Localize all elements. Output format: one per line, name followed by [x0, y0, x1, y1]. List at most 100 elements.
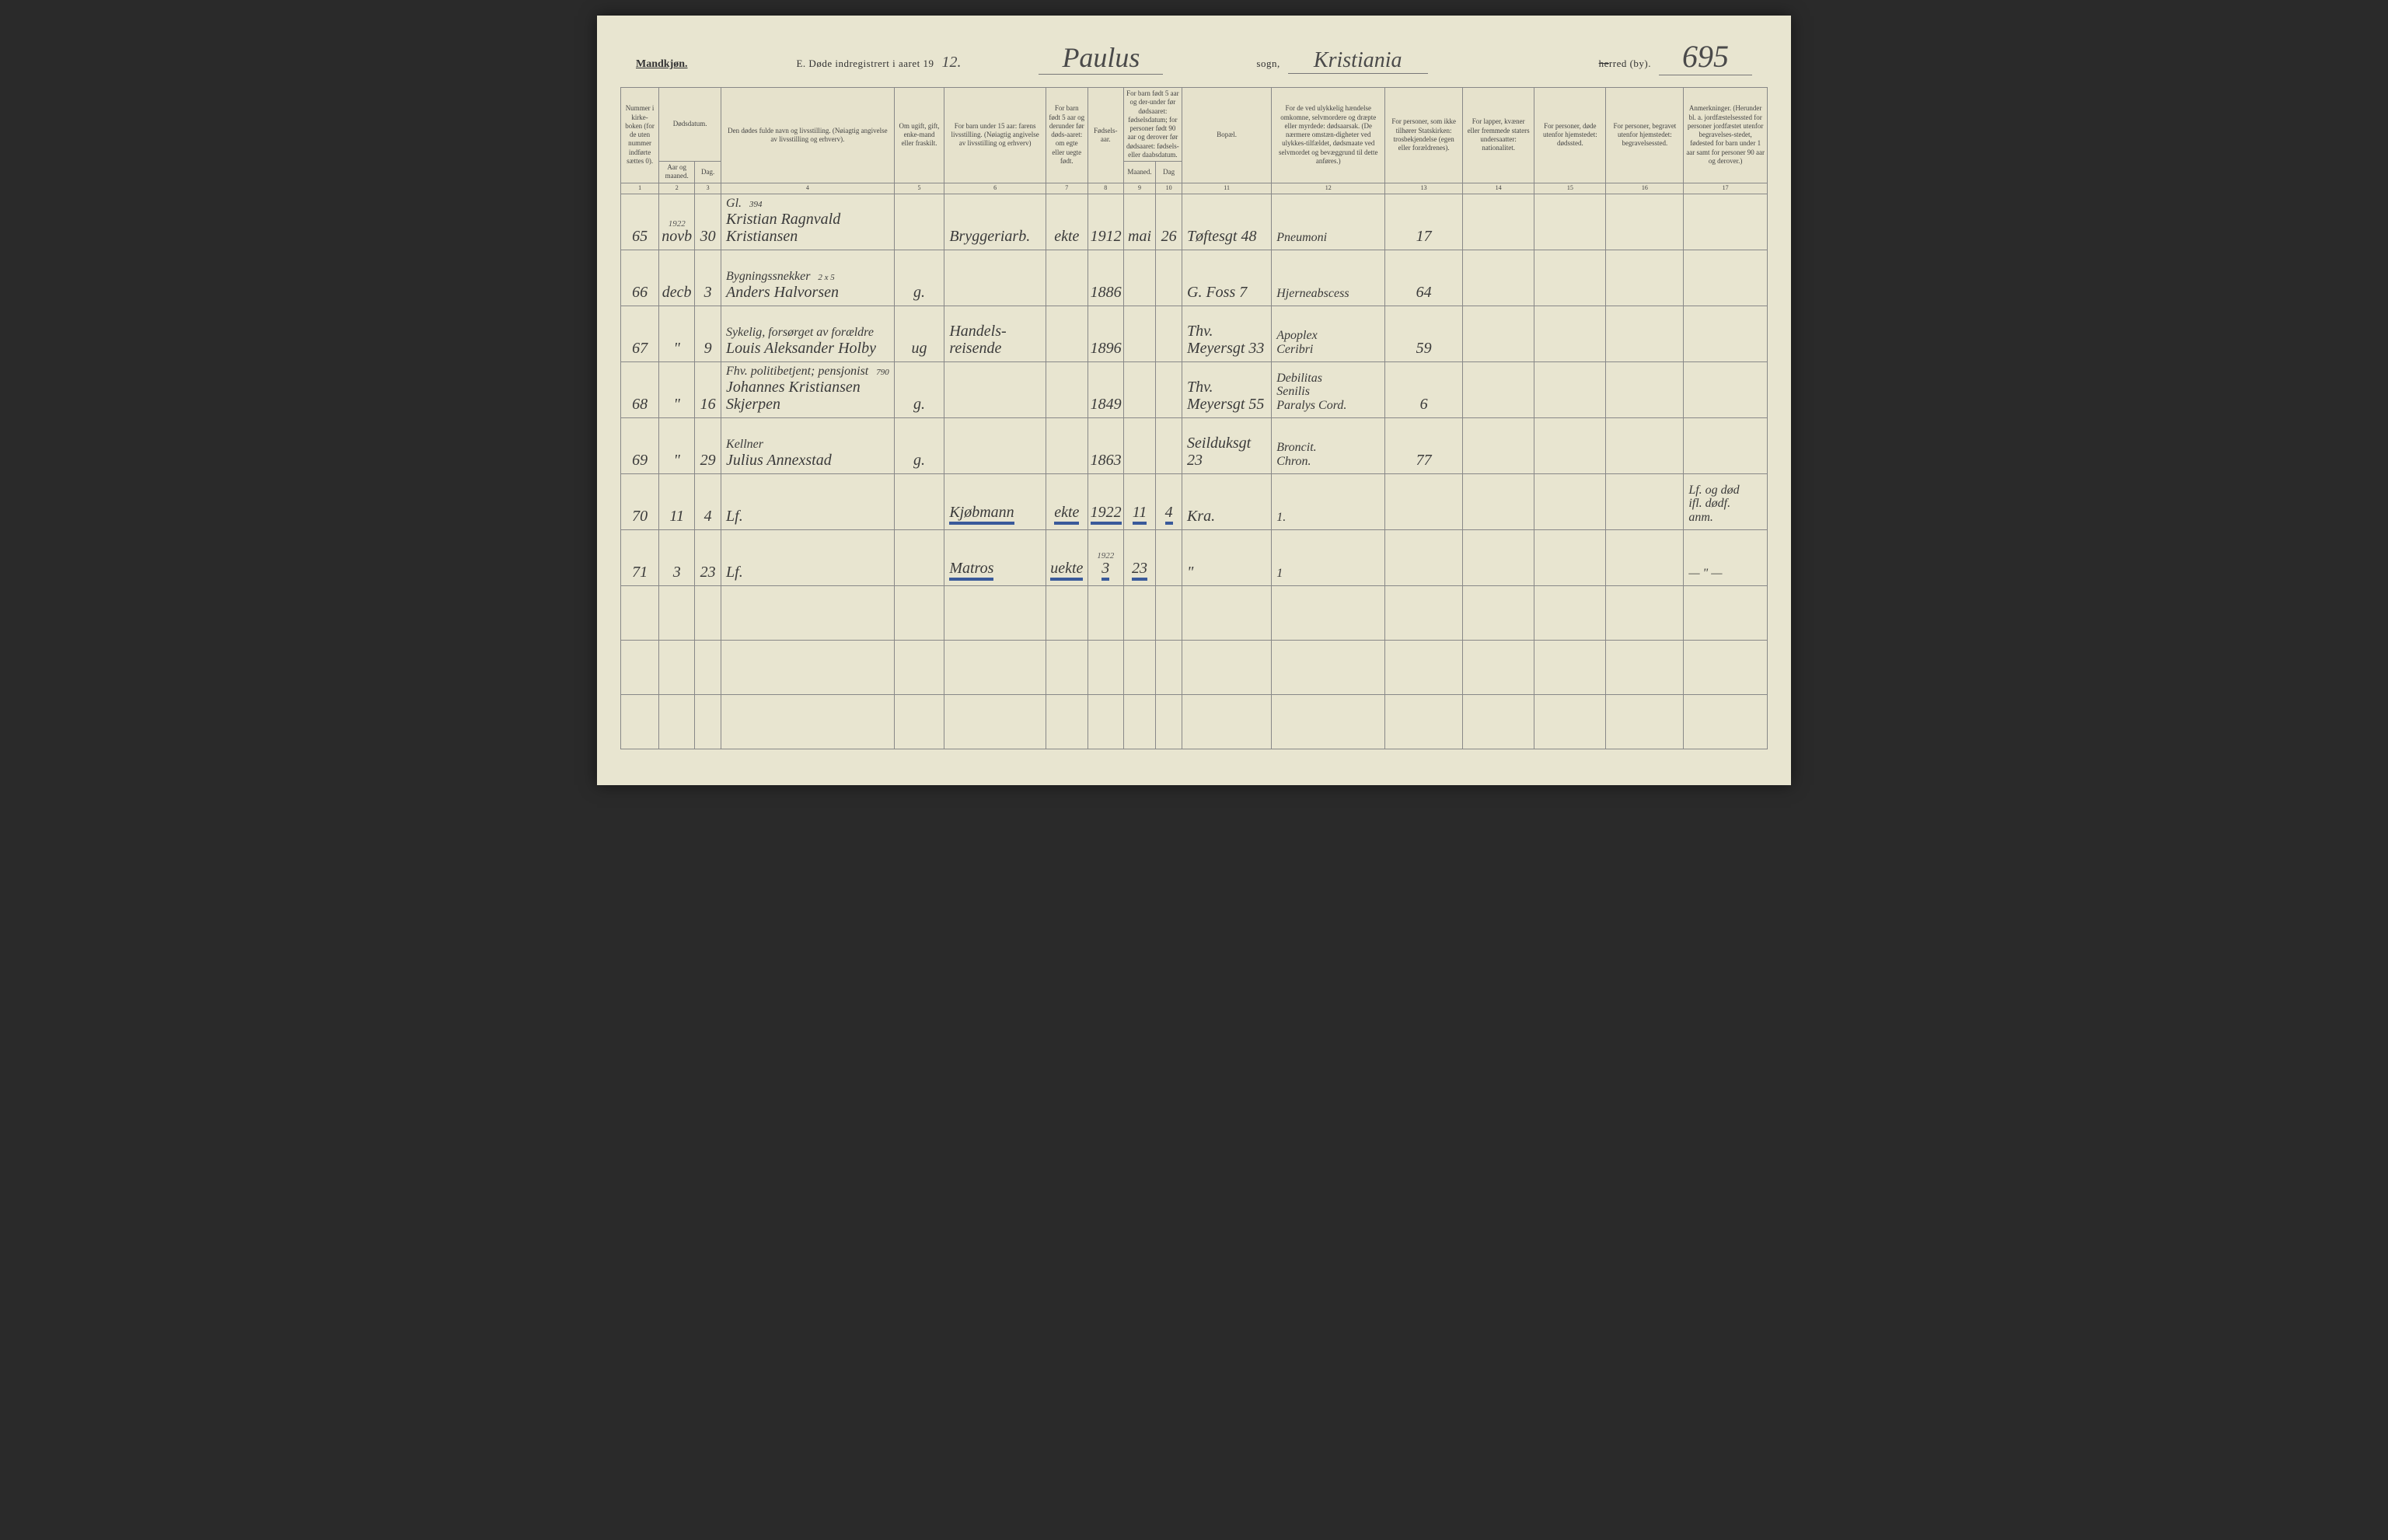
table-cell: 67 [621, 306, 659, 361]
table-cell: Lf. og død ifl. dødf. anm. [1684, 473, 1768, 529]
table-cell [1123, 306, 1155, 361]
table-row [621, 694, 1768, 749]
table-cell: 1 [1272, 529, 1385, 585]
table-cell [894, 473, 944, 529]
col-num: 3 [695, 183, 721, 194]
col-subheader: Aar og maaned. [659, 162, 695, 183]
table-header: Nummer i kirke-boken (for de uten nummer… [621, 88, 1768, 194]
table-cell [944, 417, 1046, 473]
table-cell: 9 [695, 306, 721, 361]
table-cell [659, 694, 695, 749]
table-cell [1606, 306, 1684, 361]
table-cell [1534, 306, 1606, 361]
table-cell [1385, 585, 1463, 640]
table-cell: Thv. Meyersgt 55 [1182, 361, 1272, 417]
table-cell: 68 [621, 361, 659, 417]
table-cell [944, 640, 1046, 694]
table-cell [894, 194, 944, 250]
table-cell [695, 694, 721, 749]
table-cell [1156, 417, 1182, 473]
table-cell [1534, 640, 1606, 694]
table-cell [1463, 250, 1534, 306]
parish-name: Paulus [1039, 41, 1163, 75]
table-cell: 71 [621, 529, 659, 585]
table-cell: 1849 [1088, 361, 1123, 417]
table-cell [1123, 250, 1155, 306]
table-cell [1272, 694, 1385, 749]
table-cell: 59 [1385, 306, 1463, 361]
col-header: Om ugift, gift, enke-mand eller fraskilt… [894, 88, 944, 183]
table-cell: " [1182, 529, 1272, 585]
table-cell: 4 [695, 473, 721, 529]
table-cell [1156, 361, 1182, 417]
col-num: 2 [659, 183, 695, 194]
table-cell [1684, 640, 1768, 694]
table-cell [695, 640, 721, 694]
table-cell: 69 [621, 417, 659, 473]
table-cell [1272, 585, 1385, 640]
table-cell: 23 [695, 529, 721, 585]
table-cell [1606, 473, 1684, 529]
name-cell: Bygningssnekker2 x 5Anders Halvorsen [721, 250, 895, 306]
table-cell [1606, 194, 1684, 250]
col-header: For barn født 5 aar og derunder før døds… [1046, 88, 1088, 183]
table-cell: 64 [1385, 250, 1463, 306]
table-cell [1684, 694, 1768, 749]
col-header: For personer, som ikke tilhører Statskir… [1385, 88, 1463, 183]
table-cell: 11 [1123, 473, 1155, 529]
table-cell: 3 [659, 529, 695, 585]
col-subheader: Maaned. [1123, 162, 1155, 183]
table-cell [1463, 361, 1534, 417]
table-row: 68"16Fhv. politibetjent; pensjonist790Jo… [621, 361, 1768, 417]
table-cell [695, 585, 721, 640]
table-cell [1123, 585, 1155, 640]
table-cell [1182, 585, 1272, 640]
table-cell [1272, 640, 1385, 694]
table-cell: Hjerneabscess [1272, 250, 1385, 306]
col-num: 15 [1534, 183, 1606, 194]
table-cell: 11 [659, 473, 695, 529]
table-cell [944, 585, 1046, 640]
table-cell [1684, 417, 1768, 473]
table-cell: ekte [1046, 194, 1088, 250]
table-cell [1534, 473, 1606, 529]
table-cell [1606, 361, 1684, 417]
table-cell: Seilduksgt 23 [1182, 417, 1272, 473]
table-cell: 19223 [1088, 529, 1123, 585]
name-cell: Sykelig, forsørget av forældreLouis Alek… [721, 306, 895, 361]
table-cell [1046, 250, 1088, 306]
table-cell [1123, 640, 1155, 694]
table-cell [1684, 585, 1768, 640]
table-cell [1534, 585, 1606, 640]
table-cell: 16 [695, 361, 721, 417]
table-cell: 26 [1156, 194, 1182, 250]
table-cell [894, 640, 944, 694]
table-cell: 1912 [1088, 194, 1123, 250]
table-cell: 1886 [1088, 250, 1123, 306]
sogn-label: sogn, [1256, 58, 1280, 70]
table-cell [1684, 361, 1768, 417]
table-cell [721, 585, 895, 640]
table-cell: Debilitas Senilis Paralys Cord. [1272, 361, 1385, 417]
table-cell [1606, 250, 1684, 306]
table-cell [659, 640, 695, 694]
table-cell: 1922novb [659, 194, 695, 250]
table-cell [1606, 694, 1684, 749]
ledger-table: Nummer i kirke-boken (for de uten nummer… [620, 87, 1768, 749]
name-cell: Gl.394Kristian Ragnvald Kristiansen [721, 194, 895, 250]
table-cell: Matros [944, 529, 1046, 585]
table-cell [1463, 473, 1534, 529]
col-num: 13 [1385, 183, 1463, 194]
table-cell: Tøftesgt 48 [1182, 194, 1272, 250]
table-cell [621, 585, 659, 640]
table-cell: 70 [621, 473, 659, 529]
table-cell: 1922 [1088, 473, 1123, 529]
table-cell [1684, 250, 1768, 306]
table-cell [1385, 529, 1463, 585]
col-header: For de ved ulykkelig hændelse omkomne, s… [1272, 88, 1385, 183]
table-cell [1534, 417, 1606, 473]
col-num: 7 [1046, 183, 1088, 194]
table-cell: g. [894, 250, 944, 306]
table-cell [1156, 529, 1182, 585]
col-num: 12 [1272, 183, 1385, 194]
